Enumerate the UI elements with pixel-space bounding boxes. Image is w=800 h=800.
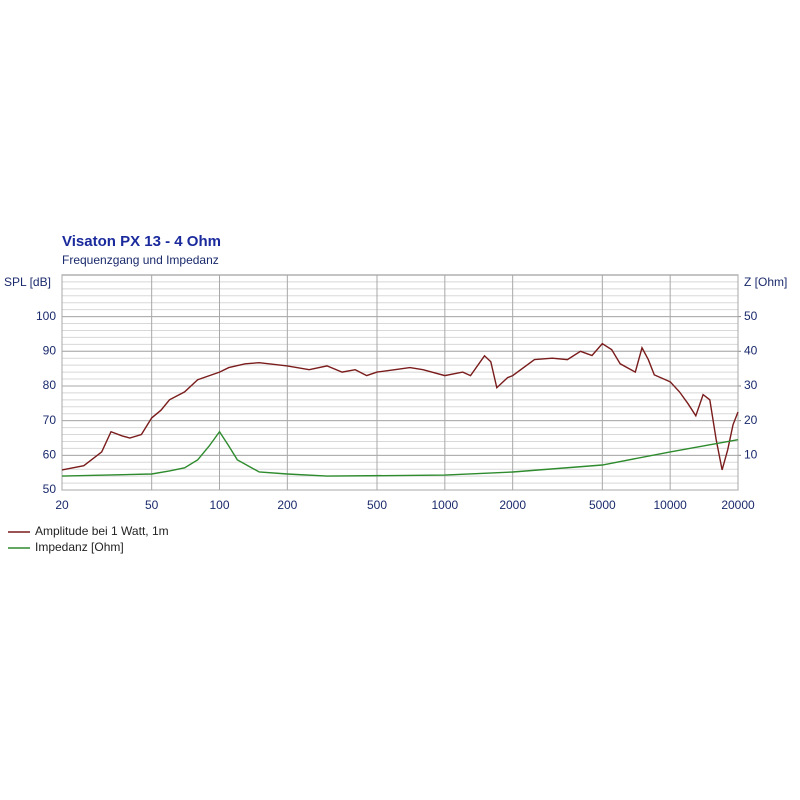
plot-area <box>61 274 739 491</box>
line <box>61 342 739 471</box>
x-tick-label: 20 <box>55 498 69 512</box>
y2-tick-label: 20 <box>744 413 758 427</box>
y-tick-label: 90 <box>43 343 57 357</box>
y2-axis-label: Z [Ohm] <box>744 275 787 289</box>
y2-tick-label: 10 <box>744 447 758 461</box>
chart-subtitle: Frequenzgang und Impedanz <box>62 253 219 267</box>
x-tick-label: 20000 <box>721 498 755 512</box>
x-tick-label: 2000 <box>499 498 526 512</box>
y-tick-label: 70 <box>43 413 57 427</box>
y-tick-label: 50 <box>43 482 57 496</box>
line <box>61 430 739 477</box>
x-tick-label: 1000 <box>431 498 458 512</box>
x-tick-label: 10000 <box>653 498 687 512</box>
chart-title: Visaton PX 13 - 4 Ohm <box>62 233 221 250</box>
x-tick-label: 500 <box>367 498 387 512</box>
y-axis-label: SPL [dB] <box>4 275 51 289</box>
y-tick-label: 100 <box>36 309 56 323</box>
x-tick-label: 5000 <box>589 498 616 512</box>
y2-tick-label: 30 <box>744 378 758 392</box>
legend-label: Amplitude bei 1 Watt, 1m <box>35 524 169 538</box>
x-tick-label: 100 <box>209 498 229 512</box>
y-tick-label: 80 <box>43 378 57 392</box>
legend-label: Impedanz [Ohm] <box>35 540 124 554</box>
y2-tick-label: 50 <box>744 309 758 323</box>
y-tick-label: 60 <box>43 447 57 461</box>
x-tick-label: 50 <box>145 498 159 512</box>
y2-tick-label: 40 <box>744 343 758 357</box>
x-tick-label: 200 <box>277 498 297 512</box>
